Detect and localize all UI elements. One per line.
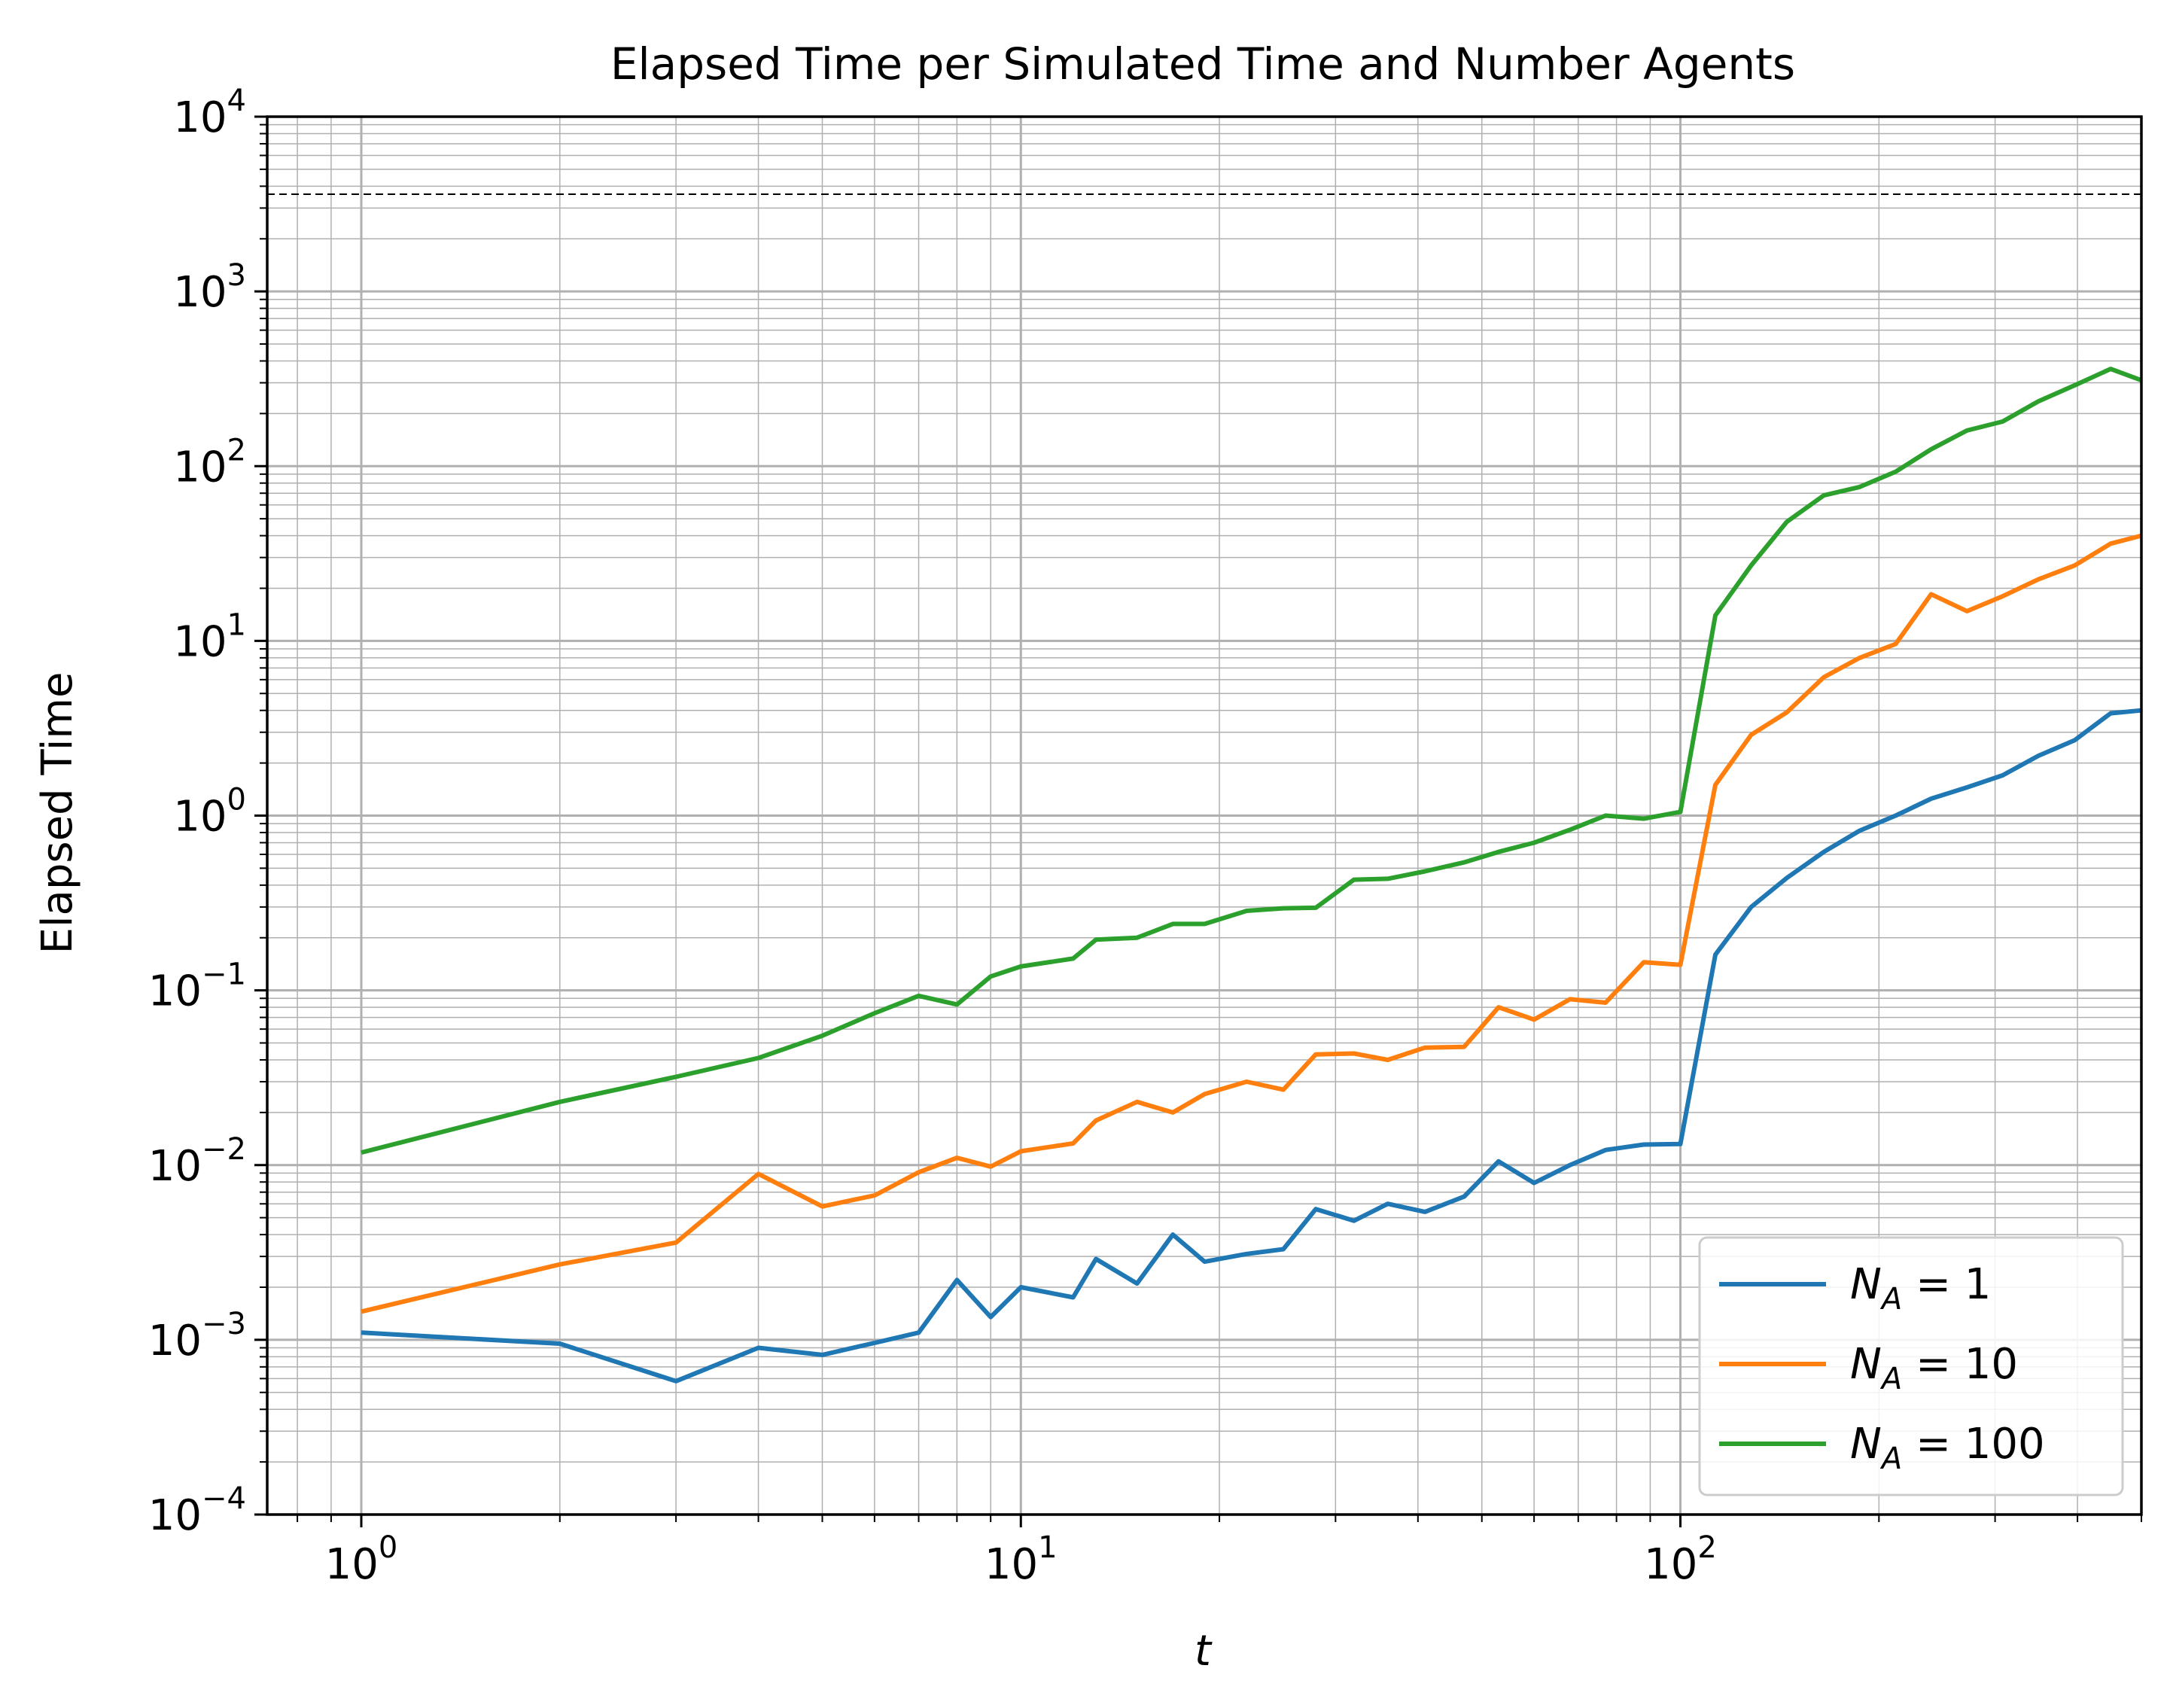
x-tick-label: 100 [325,1530,398,1589]
y-tick-label: 100 [173,783,246,842]
series-line-na-1 [361,708,2142,1384]
x-axis-label: t [1195,1627,1213,1676]
y-tick-label: 10−2 [148,1132,246,1191]
y-tick-label: 101 [173,607,246,666]
x-tick-label: 101 [985,1530,1058,1589]
axis-tick-labels: 100 101 102 10−4 10−3 10−2 10−1 100 101 102 103 104 [148,84,1717,1589]
y-tick-label: 102 [173,433,246,492]
legend-item-na-100[interactable]: NA = 100 [1719,1420,2045,1476]
y-axis-label: Elapsed Time [33,672,82,954]
y-tick-label: 10−3 [148,1307,246,1365]
series-line-na-100 [361,367,2143,1155]
chart-title: Elapsed Time per Simulated Time and Numb… [610,38,1795,90]
y-tick-label: 10−1 [148,958,246,1016]
y-tick-label: 10−4 [148,1481,246,1540]
legend-label: NA = 100 [1850,1420,2045,1476]
legend-label: NA = 10 [1850,1340,2018,1396]
legend-box [1698,1236,2124,1496]
series-layer [361,367,2143,1384]
legend-item-na-10[interactable]: NA = 10 [1719,1340,2018,1396]
x-tick-label: 102 [1644,1530,1717,1589]
y-tick-label: 103 [173,258,246,317]
y-tick-label: 104 [173,84,246,142]
legend-label: NA = 1 [1850,1260,1991,1317]
series-line-na-10 [361,533,2142,1314]
axis-ticks [254,115,2142,1527]
legend[interactable]: NA = 1 NA = 10 NA = 100 [1698,1236,2124,1496]
legend-item-na-1[interactable]: NA = 1 [1719,1260,1991,1317]
